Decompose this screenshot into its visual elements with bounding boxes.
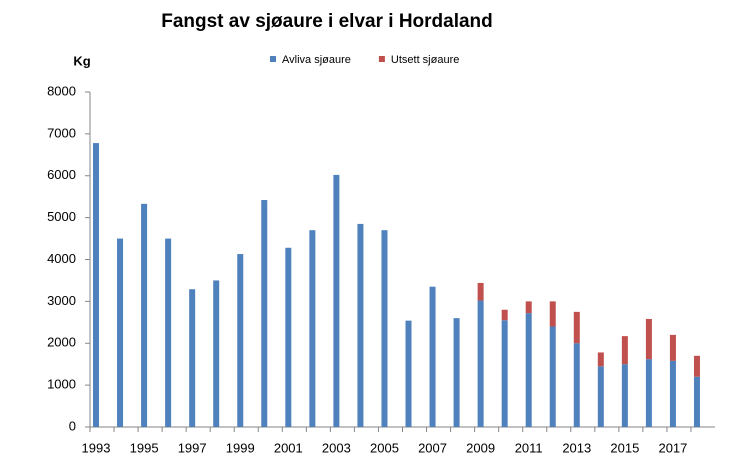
bar-segment [333, 174, 340, 427]
bar-segment [429, 286, 436, 427]
bar-segment [381, 230, 388, 427]
x-tick-label: 2007 [418, 440, 447, 455]
bar-segment [453, 318, 460, 427]
x-tick-label: 2001 [274, 440, 303, 455]
y-tick-label: 7000 [47, 125, 76, 140]
y-tick-label: 4000 [47, 251, 76, 266]
bar-segment [357, 223, 364, 427]
legend-label: Utsett sjøaure [391, 54, 459, 66]
bar-segment [549, 301, 556, 327]
bar-segment [693, 376, 700, 427]
bar-segment [141, 203, 148, 427]
bar-segment [501, 320, 508, 427]
bar-segment [405, 320, 412, 427]
bar-segment [597, 352, 604, 367]
y-tick-label: 0 [69, 418, 76, 433]
chart-title: Fangst av sjøaure i elvar i Hordaland [161, 11, 493, 32]
bar-segment [669, 334, 676, 361]
x-tick-label: 2017 [658, 440, 687, 455]
x-tick-label: 1997 [178, 440, 207, 455]
bar-segment [525, 313, 532, 427]
bar-segment [477, 282, 484, 301]
bar-segment [213, 280, 220, 427]
bar-segment [621, 336, 628, 365]
bar-segment [669, 360, 676, 427]
bar-segment [261, 200, 268, 427]
y-tick-label: 3000 [47, 293, 76, 308]
bar-segment [525, 301, 532, 314]
y-tick-label: 1000 [47, 377, 76, 392]
bar-segment [309, 230, 316, 427]
x-tick-label: 2015 [610, 440, 639, 455]
bar-segment [573, 343, 580, 427]
y-tick-label: 5000 [47, 209, 76, 224]
legend-swatch [378, 56, 385, 62]
bar-segment [549, 326, 556, 427]
y-axis-label: Kg [73, 53, 90, 68]
bar-segment [165, 238, 172, 427]
x-tick-label: 1995 [130, 440, 159, 455]
bar-segment [645, 318, 652, 360]
x-tick-label: 2009 [466, 440, 495, 455]
bar-segment [693, 355, 700, 377]
x-tick-label: 2005 [370, 440, 399, 455]
bar-segment [597, 366, 604, 427]
x-tick-label: 2003 [322, 440, 351, 455]
legend-swatch [270, 56, 276, 62]
legend-label: Avliva sjøaure [282, 54, 351, 66]
x-tick-label: 2011 [515, 440, 543, 455]
bar-segment [237, 254, 244, 427]
bar-segment [645, 359, 652, 427]
bar-segment [285, 247, 292, 427]
bar-segment [189, 289, 196, 427]
bar-segment [501, 309, 508, 321]
bar-segment [477, 300, 484, 427]
bar-segment [93, 143, 100, 427]
x-tick-label: 1993 [82, 440, 111, 455]
y-tick-label: 2000 [47, 335, 76, 350]
x-tick-label: 2013 [562, 440, 591, 455]
y-tick-label: 8000 [47, 83, 76, 98]
legend: Avliva sjøaure Utsett sjøaure [270, 54, 459, 66]
bar-segment [573, 311, 580, 344]
y-tick-label: 6000 [47, 167, 76, 182]
x-tick-label: 1999 [226, 440, 255, 455]
bar-segment [117, 238, 124, 427]
bar-segment [621, 364, 628, 427]
